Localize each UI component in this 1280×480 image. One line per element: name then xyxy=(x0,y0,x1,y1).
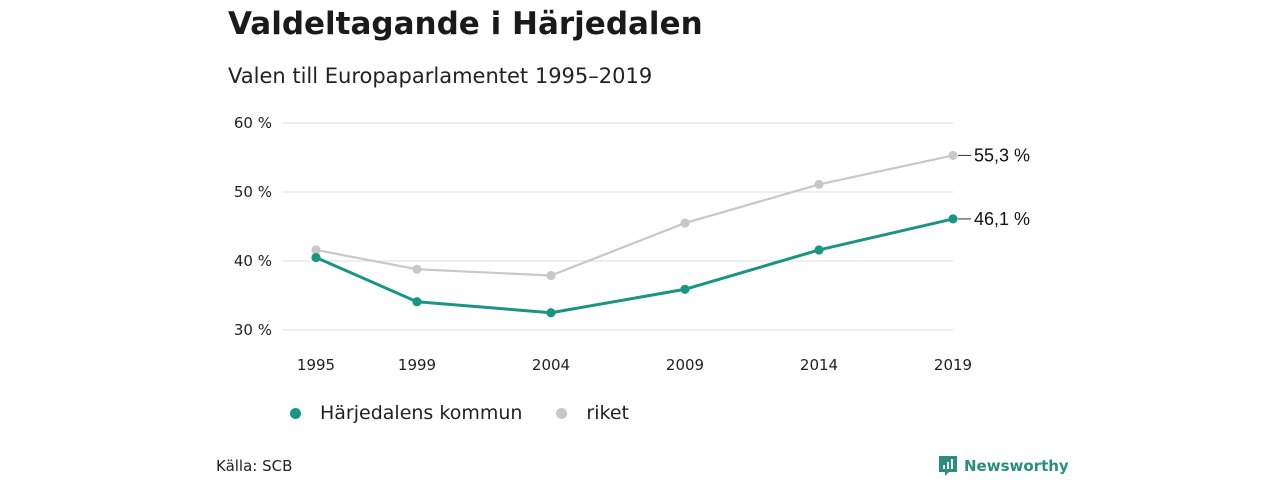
chart-title: Valdeltagande i Härjedalen xyxy=(228,6,703,42)
x-tick-label-2004: 2004 xyxy=(532,356,570,374)
end-label-riket: 55,3 % xyxy=(974,145,1030,165)
legend-label-kommun: Härjedalens kommun xyxy=(320,402,523,424)
y-tick-label-30: 30 % xyxy=(234,321,272,339)
y-tick-label-50: 50 % xyxy=(234,183,272,201)
brand-label: Newsworthy xyxy=(964,457,1069,475)
data-point-riket-1995 xyxy=(311,245,321,255)
y-tick-label-40: 40 % xyxy=(234,252,272,270)
chart-subtitle: Valen till Europaparlamentet 1995–2019 xyxy=(228,64,653,88)
x-tick-label-1995: 1995 xyxy=(297,356,335,374)
source-note: Källa: SCB xyxy=(216,457,293,475)
data-point-kommun-1995 xyxy=(311,252,321,263)
data-point-kommun-2019 xyxy=(948,214,958,224)
y-tick-label-60: 60 % xyxy=(234,114,272,132)
series-line-kommun xyxy=(315,217,954,315)
data-point-kommun-1999 xyxy=(412,297,422,307)
x-tick-label-2019: 2019 xyxy=(934,356,972,374)
legend-label-riket: riket xyxy=(586,402,629,424)
legend-item-riket: riket xyxy=(556,402,629,424)
data-point-kommun-2014 xyxy=(814,245,824,255)
legend-dot-riket xyxy=(556,407,568,419)
end-label-kommun: 46,1 % xyxy=(974,209,1030,229)
x-tick-label-2009: 2009 xyxy=(666,356,704,374)
series-line-riket xyxy=(315,154,954,277)
legend-dot-kommun xyxy=(290,407,301,419)
data-point-kommun-2004 xyxy=(546,308,556,318)
legend: Härjedalens kommun riket xyxy=(290,402,663,424)
data-point-riket-2004 xyxy=(546,270,556,281)
data-point-riket-1999 xyxy=(412,264,422,274)
data-point-kommun-2009 xyxy=(680,284,690,294)
newsworthy-icon xyxy=(939,456,957,476)
legend-item-kommun: Härjedalens kommun xyxy=(290,402,522,424)
x-tick-label-1999: 1999 xyxy=(398,356,436,374)
x-tick-label-2014: 2014 xyxy=(800,356,838,374)
data-point-riket-2009 xyxy=(680,218,690,228)
data-point-riket-2014 xyxy=(814,179,824,190)
brand-logo[interactable]: Newsworthy xyxy=(938,455,1069,477)
data-point-riket-2019 xyxy=(948,150,958,161)
